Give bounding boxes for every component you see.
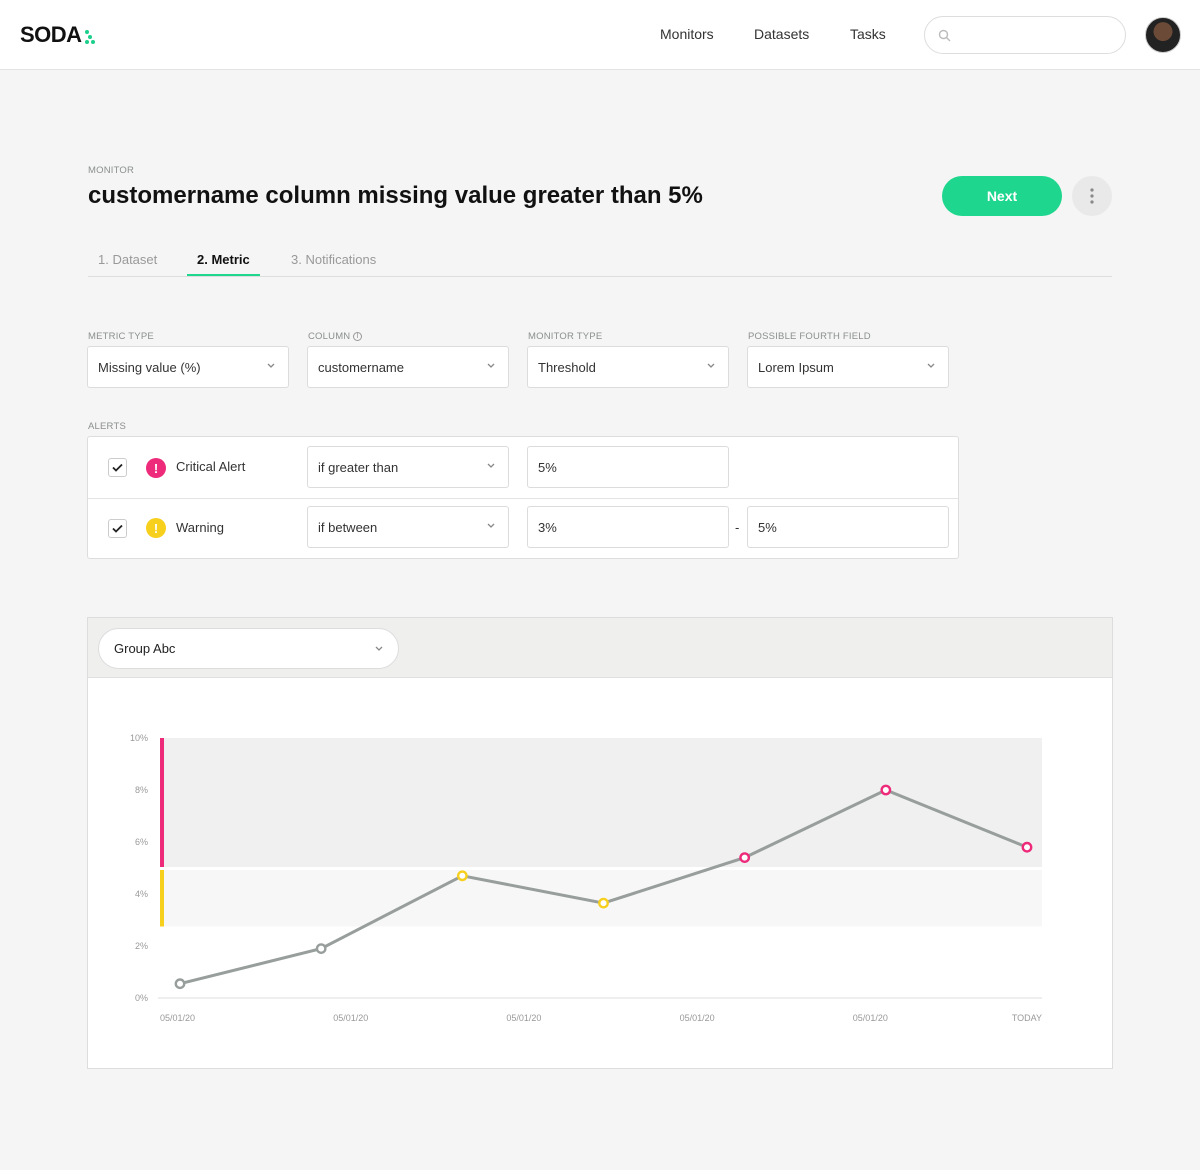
tab-metric[interactable]: 2. Metric <box>187 252 260 276</box>
chevron-down-icon <box>487 523 495 528</box>
critical-condition-select[interactable]: if greater than <box>307 446 509 488</box>
column-label: COLUMN i <box>308 331 363 342</box>
group-select[interactable]: Group Abc <box>98 628 399 669</box>
critical-alert-icon: ! <box>146 458 166 478</box>
data-point <box>315 943 327 954</box>
y-tick-label: 2% <box>135 941 148 951</box>
select-value: if between <box>318 519 378 535</box>
chevron-down-icon <box>375 646 383 651</box>
warning-icon: ! <box>146 518 166 538</box>
critical-band <box>160 738 1042 867</box>
nav-tasks[interactable]: Tasks <box>850 26 886 42</box>
checkmark-icon <box>112 524 123 533</box>
next-button[interactable]: Next <box>942 176 1062 216</box>
monitor-type-label: MONITOR TYPE <box>528 331 603 342</box>
data-point <box>174 978 186 990</box>
data-point <box>739 852 751 864</box>
column-label-text: COLUMN <box>308 331 351 342</box>
x-tick-label: 05/01/20 <box>506 1013 541 1023</box>
warning-checkbox[interactable] <box>108 519 127 538</box>
user-avatar[interactable] <box>1145 17 1181 53</box>
chevron-down-icon <box>707 363 715 368</box>
tab-notifications[interactable]: 3. Notifications <box>291 252 377 267</box>
logo-text: SODA <box>20 22 82 47</box>
fourth-field-label: POSSIBLE FOURTH FIELD <box>748 331 871 342</box>
x-tick-label: 05/01/20 <box>853 1013 888 1023</box>
y-tick-label: 10% <box>130 733 148 743</box>
alerts-table: ! Critical Alert if greater than 5% ! Wa… <box>87 436 959 559</box>
y-tick-label: 0% <box>135 993 148 1003</box>
select-value: Missing value (%) <box>98 359 201 375</box>
y-tick-label: 8% <box>135 785 148 795</box>
search-input[interactable] <box>924 16 1126 54</box>
page-title: customername column missing value greate… <box>88 182 703 209</box>
critical-band-marker <box>160 738 164 867</box>
logo-dots-icon <box>84 26 95 44</box>
chevron-down-icon <box>487 363 495 368</box>
checkmark-icon <box>112 463 123 472</box>
fourth-field-select[interactable]: Lorem Ipsum <box>747 346 949 388</box>
data-point <box>456 870 468 882</box>
nav-monitors[interactable]: Monitors <box>660 26 714 42</box>
column-select[interactable]: customername <box>307 346 509 388</box>
metric-type-select[interactable]: Missing value (%) <box>87 346 289 388</box>
range-separator: - <box>735 520 740 535</box>
page-kicker: MONITOR <box>88 165 135 176</box>
warning-condition-select[interactable]: if between <box>307 506 509 548</box>
data-point <box>1021 841 1033 853</box>
tab-dataset[interactable]: 1. Dataset <box>98 252 158 267</box>
chart-header: Group Abc <box>88 618 1112 678</box>
critical-alert-checkbox[interactable] <box>108 458 127 477</box>
x-tick-label: 05/01/20 <box>680 1013 715 1023</box>
critical-alert-name: Critical Alert <box>176 459 246 474</box>
line-chart: 0% 2% 4% 6% 8% 10% 05/01/20 05/01/20 05/01/20 05/… <box>130 733 1042 1023</box>
warning-max-input[interactable]: 5% <box>747 506 949 548</box>
nav-datasets[interactable]: Datasets <box>754 26 810 42</box>
warning-min-input[interactable]: 3% <box>527 506 729 548</box>
chevron-down-icon <box>927 363 935 368</box>
top-bar: SODA Monitors Datasets Tasks <box>0 0 1200 70</box>
select-value: Threshold <box>538 359 596 375</box>
select-value: if greater than <box>318 459 399 475</box>
x-tick-label: TODAY <box>1012 1013 1042 1023</box>
metric-type-label: METRIC TYPE <box>88 331 154 342</box>
chevron-down-icon <box>267 363 275 368</box>
y-tick-label: 4% <box>135 889 148 899</box>
soda-logo[interactable]: SODA <box>20 22 95 48</box>
search-icon <box>938 29 951 42</box>
x-tick-label: 05/01/20 <box>160 1013 195 1023</box>
chart-panel: Group Abc 0% 2% 4% 6% 8% 10% 05/01/20 05/01/20 0… <box>87 617 1113 1069</box>
more-options-button[interactable] <box>1072 176 1112 216</box>
select-value: Lorem Ipsum <box>758 359 834 375</box>
row-divider <box>88 498 958 499</box>
more-vertical-icon <box>1090 188 1094 204</box>
step-tabs: 1. Dataset 2. Metric 3. Notifications <box>88 248 1112 277</box>
alerts-label: ALERTS <box>88 421 126 432</box>
warning-band-marker <box>160 870 164 927</box>
data-point <box>880 784 892 796</box>
warning-band <box>160 870 1042 927</box>
critical-value-input[interactable]: 5% <box>527 446 729 488</box>
x-tick-label: 05/01/20 <box>333 1013 368 1023</box>
monitor-type-select[interactable]: Threshold <box>527 346 729 388</box>
select-value: Group Abc <box>114 641 176 656</box>
data-point <box>598 897 609 909</box>
select-value: customername <box>318 359 404 375</box>
y-tick-label: 6% <box>135 837 148 847</box>
info-icon[interactable]: i <box>353 331 363 341</box>
warning-name: Warning <box>176 520 224 535</box>
chevron-down-icon <box>487 463 495 468</box>
